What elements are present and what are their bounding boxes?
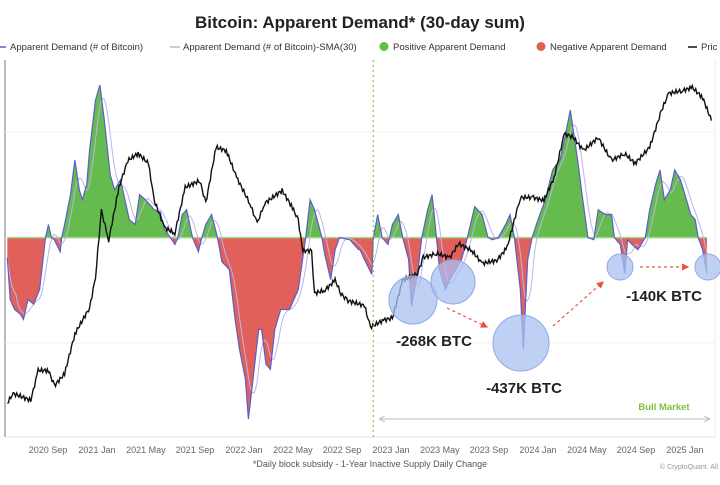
- highlight-bubble: [694, 253, 720, 281]
- legend-label-positive: Positive Apparent Demand: [393, 42, 505, 53]
- demand-sma-line: [6, 97, 708, 394]
- annotation-label-268k: -268K BTC: [396, 333, 472, 350]
- positive-demand-area: [7, 85, 708, 238]
- negative-demand-area: [7, 238, 708, 420]
- x-tick-label: 2021 May: [126, 445, 166, 455]
- highlight-bubble: [606, 253, 634, 281]
- legend-label-sma: Apparent Demand (# of Bitcoin)-SMA(30): [183, 42, 357, 53]
- x-tick-label: 2023 May: [420, 445, 460, 455]
- x-tick-label: 2024 May: [567, 445, 607, 455]
- x-tick-label: 2024 Sep: [617, 445, 656, 455]
- x-tick-label: 2023 Jan: [372, 445, 409, 455]
- bull-market-label: Bull Market: [638, 402, 690, 413]
- x-tick-label: 2021 Sep: [176, 445, 215, 455]
- trend-arrow: [552, 281, 604, 327]
- price-line: [7, 83, 713, 404]
- chart-title: Bitcoin: Apparent Demand* (30-day sum): [195, 13, 525, 32]
- legend-negative-dot-icon: [536, 42, 546, 51]
- x-tick-label: 2024 Jan: [519, 445, 556, 455]
- x-tick-label: 2023 Sep: [470, 445, 509, 455]
- x-tick-label: 2022 May: [273, 445, 313, 455]
- legend-label-negative: Negative Apparent Demand: [550, 42, 667, 53]
- highlight-bubble: [492, 314, 550, 372]
- legend-label-demand: Apparent Demand (# of Bitcoin): [10, 42, 143, 53]
- footnote: *Daily block subsidy - 1-Year Inactive S…: [253, 459, 487, 469]
- x-tick-label: 2020 Sep: [29, 445, 68, 455]
- legend: Apparent Demand (# of Bitcoin) Apparent …: [0, 42, 718, 53]
- demand-line: [6, 84, 708, 420]
- x-tick-label: 2022 Sep: [323, 445, 362, 455]
- legend-label-price: Pric: [701, 42, 718, 53]
- credit: © CryptoQuant. All: [660, 463, 719, 471]
- highlight-bubble: [388, 275, 438, 325]
- x-tick-label: 2022 Jan: [225, 445, 262, 455]
- trend-arrow: [446, 307, 489, 328]
- x-tick-label: 2025 Jan: [666, 445, 703, 455]
- legend-positive-dot-icon: [379, 42, 389, 51]
- highlight-bubble: [430, 259, 476, 305]
- annotations: -268K BTC -437K BTC -140K BTC Bull Marke…: [380, 253, 720, 419]
- annotation-label-437k: -437K BTC: [486, 380, 562, 397]
- annotation-label-140k: -140K BTC: [626, 288, 702, 305]
- x-tick-label: 2021 Jan: [78, 445, 115, 455]
